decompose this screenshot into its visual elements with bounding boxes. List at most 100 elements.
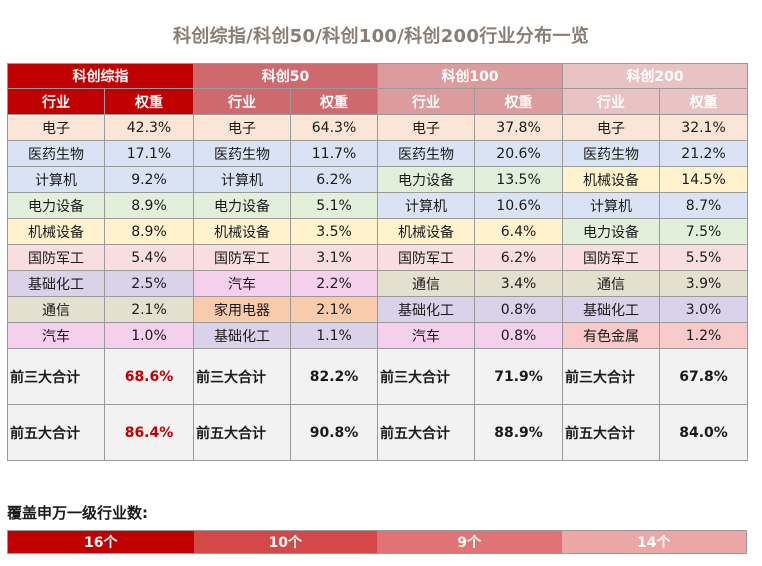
- industry-cell: 医药生物: [377, 140, 476, 167]
- weight-header: 权重: [474, 88, 564, 115]
- weight-cell: 5.4%: [104, 244, 194, 271]
- weight-cell: 10.6%: [474, 192, 564, 219]
- table-row: 计算机 9.2% 计算机 6.2% 电力设备 13.5% 机械设备 14.5%: [7, 166, 749, 193]
- coverage-value-kc100: 9个: [377, 531, 562, 553]
- table-row: 通信 2.1% 家用电器 2.1% 基础化工 0.8% 基础化工 3.0%: [7, 296, 749, 323]
- page-title: 科创综指/科创50/科创100/科创200行业分布一览: [172, 26, 590, 47]
- weight-cell: 5.5%: [659, 244, 749, 271]
- industry-cell: 电子: [377, 114, 476, 141]
- top3-label: 前三大合计: [7, 348, 105, 405]
- coverage-value-kc50: 10个: [193, 531, 377, 553]
- top3-value: 67.8%: [659, 348, 749, 405]
- weight-header: 权重: [659, 88, 749, 115]
- industry-cell: 计算机: [7, 166, 105, 193]
- weight-cell: 3.5%: [289, 218, 379, 245]
- weight-cell: 1.1%: [289, 322, 379, 349]
- top3-value: 68.6%: [104, 348, 194, 405]
- top5-label: 前五大合计: [7, 404, 105, 461]
- industry-cell: 电力设备: [7, 192, 105, 219]
- industry-cell: 机械设备: [7, 218, 105, 245]
- industry-cell: 电力设备: [377, 166, 476, 193]
- industry-cell: 基础化工: [7, 270, 105, 297]
- industry-cell: 国防军工: [193, 244, 291, 271]
- index-name: 科创50: [192, 63, 379, 89]
- coverage-label: 覆盖申万一级行业数:: [7, 504, 148, 522]
- weight-cell: 6.2%: [474, 244, 564, 271]
- weight-cell: 13.5%: [474, 166, 564, 193]
- weight-header: 权重: [104, 88, 194, 115]
- weight-cell: 2.1%: [104, 296, 194, 323]
- weight-cell: 17.1%: [104, 140, 194, 167]
- weight-cell: 37.8%: [474, 114, 564, 141]
- weight-cell: 5.1%: [289, 192, 379, 219]
- industry-distribution-table: 科创综指 科创50 科创100 科创200 行业 权重 行业 权重 行业 权重 行业 权重 电子 42.3…: [7, 63, 749, 461]
- industry-cell: 医药生物: [7, 140, 105, 167]
- industry-cell: 电力设备: [562, 218, 661, 245]
- table-row: 汽车 1.0% 基础化工 1.1% 汽车 0.8% 有色金属 1.2%: [7, 322, 749, 349]
- index-name: 科创综指: [7, 63, 194, 89]
- industry-cell: 家用电器: [193, 296, 291, 323]
- weight-cell: 64.3%: [289, 114, 379, 141]
- industry-header: 行业: [193, 88, 291, 115]
- weight-cell: 2.2%: [289, 270, 379, 297]
- industry-cell: 电子: [7, 114, 105, 141]
- industry-cell: 通信: [377, 270, 476, 297]
- industry-cell: 通信: [562, 270, 661, 297]
- industry-cell: 汽车: [377, 322, 476, 349]
- industry-cell: 基础化工: [193, 322, 291, 349]
- industry-cell: 通信: [7, 296, 105, 323]
- industry-cell: 计算机: [562, 192, 661, 219]
- industry-cell: 机械设备: [193, 218, 291, 245]
- industry-cell: 医药生物: [562, 140, 661, 167]
- industry-header: 行业: [7, 88, 105, 115]
- weight-cell: 42.3%: [104, 114, 194, 141]
- industry-cell: 国防军工: [562, 244, 661, 271]
- industry-cell: 国防军工: [7, 244, 105, 271]
- weight-cell: 0.8%: [474, 296, 564, 323]
- weight-cell: 3.0%: [659, 296, 749, 323]
- weight-cell: 6.4%: [474, 218, 564, 245]
- top5-summary-row: 前五大合计 86.4% 前五大合计 90.8% 前五大合计 88.9% 前五大合计 84.0%: [7, 404, 749, 461]
- weight-cell: 20.6%: [474, 140, 564, 167]
- industry-cell: 电子: [562, 114, 661, 141]
- top3-value: 82.2%: [289, 348, 379, 405]
- weight-cell: 0.8%: [474, 322, 564, 349]
- top3-value: 71.9%: [474, 348, 564, 405]
- industry-cell: 计算机: [377, 192, 476, 219]
- table-row: 电力设备 8.9% 电力设备 5.1% 计算机 10.6% 计算机 8.7%: [7, 192, 749, 219]
- table-row: 电子 42.3% 电子 64.3% 电子 37.8% 电子 32.1%: [7, 114, 749, 141]
- weight-cell: 1.0%: [104, 322, 194, 349]
- weight-cell: 8.7%: [659, 192, 749, 219]
- column-header-row: 行业 权重 行业 权重 行业 权重 行业 权重: [7, 88, 749, 115]
- table-row: 机械设备 8.9% 机械设备 3.5% 机械设备 6.4% 电力设备 7.5%: [7, 218, 749, 245]
- weight-cell: 6.2%: [289, 166, 379, 193]
- table-row: 基础化工 2.5% 汽车 2.2% 通信 3.4% 通信 3.9%: [7, 270, 749, 297]
- top5-value: 86.4%: [104, 404, 194, 461]
- top5-label: 前五大合计: [377, 404, 476, 461]
- top5-label: 前五大合计: [193, 404, 291, 461]
- industry-cell: 基础化工: [562, 296, 661, 323]
- table-row: 医药生物 17.1% 医药生物 11.7% 医药生物 20.6% 医药生物 21.2%: [7, 140, 749, 167]
- weight-header: 权重: [289, 88, 379, 115]
- industry-cell: 国防军工: [377, 244, 476, 271]
- industry-header: 行业: [377, 88, 476, 115]
- top3-label: 前三大合计: [562, 348, 661, 405]
- weight-cell: 14.5%: [659, 166, 749, 193]
- top3-label: 前三大合计: [193, 348, 291, 405]
- industry-header: 行业: [562, 88, 661, 115]
- weight-cell: 11.7%: [289, 140, 379, 167]
- weight-cell: 8.9%: [104, 218, 194, 245]
- coverage-value-kc200: 14个: [561, 531, 746, 553]
- top3-label: 前三大合计: [377, 348, 476, 405]
- top5-value: 88.9%: [474, 404, 564, 461]
- weight-cell: 21.2%: [659, 140, 749, 167]
- top5-value: 90.8%: [289, 404, 379, 461]
- weight-cell: 32.1%: [659, 114, 749, 141]
- index-header-row: 科创综指 科创50 科创100 科创200: [7, 63, 749, 89]
- index-name: 科创100: [377, 63, 564, 89]
- industry-cell: 电子: [193, 114, 291, 141]
- industry-cell: 有色金属: [562, 322, 661, 349]
- industry-cell: 汽车: [7, 322, 105, 349]
- weight-cell: 9.2%: [104, 166, 194, 193]
- industry-cell: 汽车: [193, 270, 291, 297]
